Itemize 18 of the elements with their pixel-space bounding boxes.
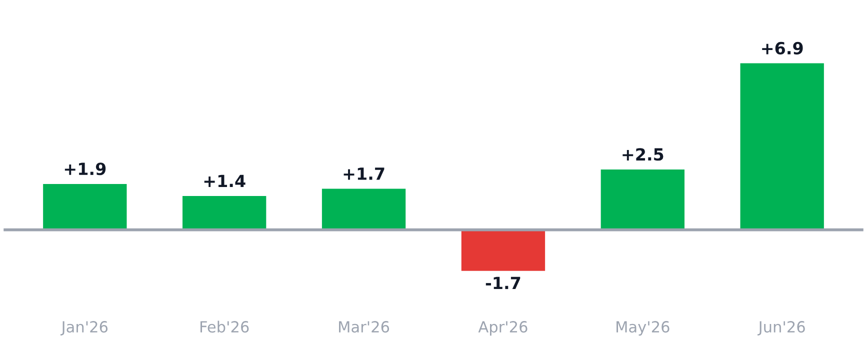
x-tick-label: Feb'26 [200,320,249,333]
data-label: +1.7 [344,168,384,180]
data-label: +2.5 [622,148,664,161]
data-label: +6.9 [762,42,803,55]
bar [600,169,684,230]
bar [43,184,127,230]
x-tick-label: Mar'26 [339,321,390,333]
x-tick-label: Apr'26 [478,321,528,336]
bar [182,196,266,230]
bar [461,230,546,271]
x-tick-label: Jun'26 [758,321,805,336]
data-label: +1.4 [204,174,246,187]
bar [322,188,406,230]
data-label: +1.9 [64,162,106,176]
bar [740,63,824,230]
x-tick-label: Jan'26 [60,321,108,336]
data-label: -1.7 [486,276,520,290]
x-tick-label: May'26 [616,321,670,336]
